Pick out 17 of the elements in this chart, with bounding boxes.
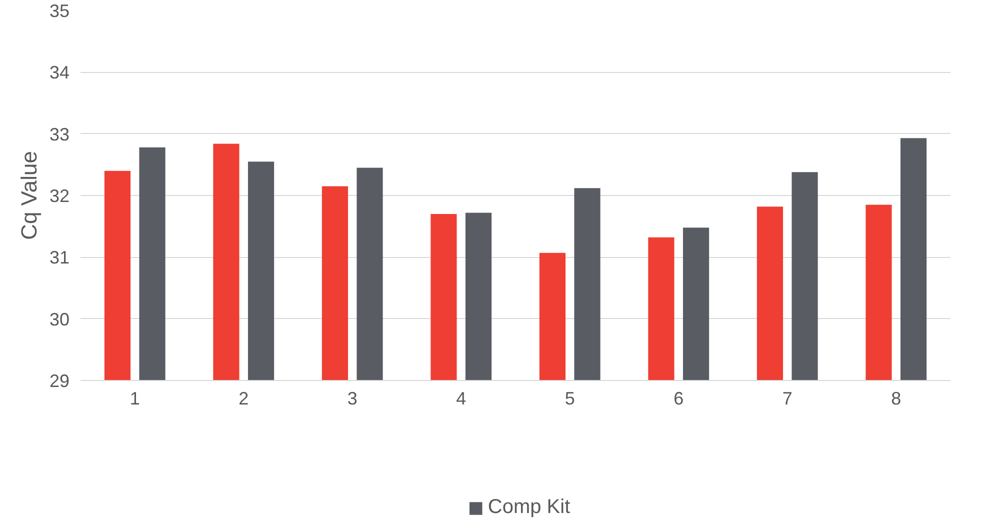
x-tick-label: 4 (456, 388, 466, 408)
x-tick-label: 2 (238, 388, 249, 408)
y-tick-label: 30 (49, 309, 70, 330)
x-tick-label: 5 (564, 388, 575, 408)
y-tick-label: 31 (49, 248, 70, 268)
x-tick-label: 8 (891, 388, 902, 408)
x-tick-label: 6 (674, 388, 684, 408)
y-tick-label: 32 (49, 186, 70, 206)
x-tick-label: 3 (347, 388, 358, 408)
y-axis-title: Cq Value (16, 151, 42, 240)
y-tick-label: 34 (49, 62, 70, 83)
legend-label: Comp Kit (488, 496, 570, 519)
x-tick-label: 1 (130, 388, 140, 408)
y-tick-label: 33 (49, 124, 70, 144)
y-tick-label: 35 (49, 1, 70, 21)
x-tick-label: 7 (782, 388, 792, 408)
y-tick-label: 29 (49, 371, 70, 391)
